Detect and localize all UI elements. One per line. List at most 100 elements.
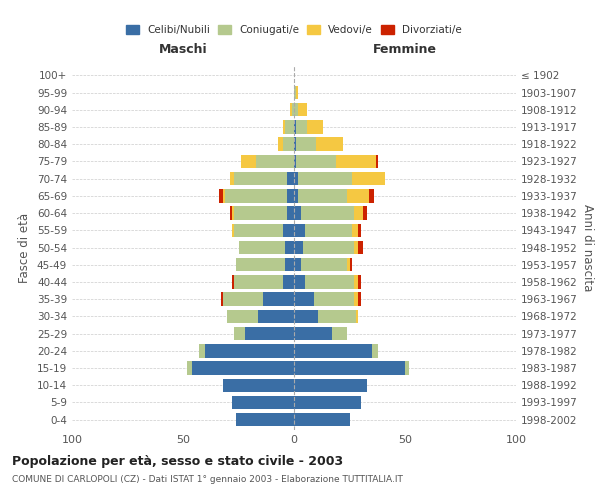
- Bar: [294, 138, 296, 151]
- Bar: [192, 362, 294, 374]
- Text: COMUNE DI CARLOPOLI (CZ) - Dati ISTAT 1° gennaio 2003 - Elaborazione TUTTITALIA.: COMUNE DI CARLOPOLI (CZ) - Dati ISTAT 1°…: [12, 475, 403, 484]
- Bar: [232, 206, 234, 220]
- Bar: [205, 344, 294, 358]
- Bar: [294, 362, 405, 374]
- Bar: [232, 396, 294, 409]
- Bar: [223, 378, 294, 392]
- Bar: [232, 275, 234, 288]
- Bar: [354, 275, 358, 288]
- Bar: [352, 224, 358, 237]
- Bar: [236, 258, 285, 272]
- Bar: [349, 258, 352, 272]
- Bar: [303, 241, 354, 254]
- Bar: [245, 327, 294, 340]
- Text: Popolazione per età, sesso e stato civile - 2003: Popolazione per età, sesso e stato civil…: [12, 455, 343, 468]
- Bar: [221, 292, 223, 306]
- Bar: [305, 224, 352, 237]
- Bar: [239, 241, 285, 254]
- Bar: [294, 206, 301, 220]
- Bar: [225, 189, 287, 202]
- Bar: [285, 241, 294, 254]
- Bar: [319, 310, 356, 323]
- Bar: [263, 292, 294, 306]
- Bar: [307, 120, 323, 134]
- Bar: [294, 413, 349, 426]
- Bar: [230, 172, 234, 186]
- Bar: [234, 275, 283, 288]
- Bar: [301, 206, 354, 220]
- Bar: [294, 120, 296, 134]
- Bar: [332, 327, 347, 340]
- Y-axis label: Anni di nascita: Anni di nascita: [581, 204, 594, 291]
- Bar: [287, 206, 294, 220]
- Bar: [294, 258, 301, 272]
- Bar: [283, 275, 294, 288]
- Bar: [405, 362, 409, 374]
- Bar: [256, 154, 294, 168]
- Bar: [234, 327, 245, 340]
- Bar: [298, 172, 352, 186]
- Bar: [287, 172, 294, 186]
- Bar: [241, 154, 256, 168]
- Bar: [287, 189, 294, 202]
- Bar: [294, 396, 361, 409]
- Bar: [363, 206, 367, 220]
- Bar: [354, 206, 363, 220]
- Bar: [294, 103, 298, 117]
- Bar: [294, 292, 314, 306]
- Bar: [352, 172, 385, 186]
- Bar: [305, 275, 354, 288]
- Bar: [294, 86, 296, 100]
- Bar: [234, 224, 283, 237]
- Bar: [294, 275, 305, 288]
- Bar: [223, 292, 263, 306]
- Bar: [296, 120, 307, 134]
- Bar: [354, 292, 358, 306]
- Bar: [290, 103, 292, 117]
- Bar: [236, 413, 294, 426]
- Bar: [336, 154, 376, 168]
- Bar: [294, 172, 298, 186]
- Bar: [283, 120, 285, 134]
- Text: Maschi: Maschi: [158, 44, 208, 57]
- Bar: [294, 344, 372, 358]
- Bar: [259, 310, 294, 323]
- Text: Femmine: Femmine: [373, 44, 437, 57]
- Bar: [230, 206, 232, 220]
- Bar: [347, 258, 349, 272]
- Bar: [376, 154, 379, 168]
- Bar: [199, 344, 205, 358]
- Bar: [316, 138, 343, 151]
- Bar: [294, 310, 319, 323]
- Bar: [285, 258, 294, 272]
- Bar: [296, 138, 316, 151]
- Bar: [296, 86, 298, 100]
- Bar: [187, 362, 192, 374]
- Bar: [234, 206, 287, 220]
- Bar: [294, 241, 303, 254]
- Bar: [314, 292, 354, 306]
- Y-axis label: Fasce di età: Fasce di età: [19, 212, 31, 282]
- Bar: [294, 378, 367, 392]
- Bar: [294, 224, 305, 237]
- Bar: [370, 189, 374, 202]
- Bar: [298, 189, 347, 202]
- Bar: [218, 189, 223, 202]
- Bar: [358, 241, 363, 254]
- Bar: [372, 344, 379, 358]
- Bar: [296, 154, 336, 168]
- Bar: [223, 189, 225, 202]
- Bar: [234, 172, 287, 186]
- Bar: [347, 189, 370, 202]
- Bar: [358, 292, 361, 306]
- Bar: [294, 189, 298, 202]
- Bar: [278, 138, 283, 151]
- Legend: Celibi/Nubili, Coniugati/e, Vedovi/e, Divorziati/e: Celibi/Nubili, Coniugati/e, Vedovi/e, Di…: [124, 23, 464, 37]
- Bar: [358, 224, 361, 237]
- Bar: [227, 310, 259, 323]
- Bar: [294, 154, 296, 168]
- Bar: [294, 327, 332, 340]
- Bar: [292, 103, 294, 117]
- Bar: [358, 275, 361, 288]
- Bar: [354, 241, 358, 254]
